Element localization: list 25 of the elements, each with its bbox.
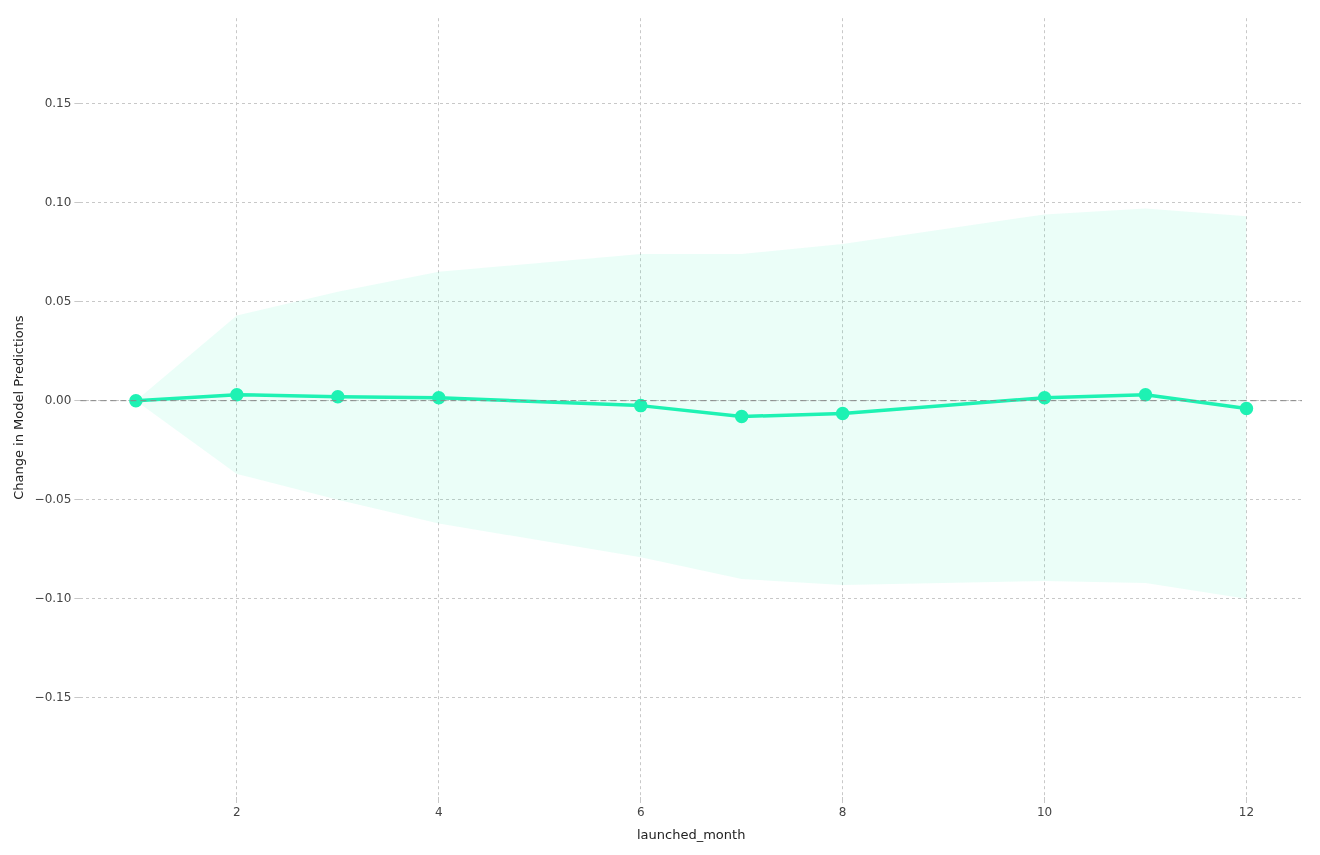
y-tick-label: 0.10: [44, 194, 72, 209]
point: [129, 393, 143, 408]
point: [734, 409, 749, 424]
x-axis-title: launched_month: [636, 826, 746, 842]
point: [633, 398, 648, 413]
x-tick-label: 8: [838, 805, 847, 820]
x-tick-label: 4: [434, 805, 443, 820]
y-tick-label: 0.05: [44, 293, 72, 308]
point: [1037, 390, 1052, 405]
point: [432, 390, 446, 405]
y-tick-label: 0.00: [44, 392, 72, 407]
x-tick-label: 2: [233, 805, 241, 820]
x-tick-label: 6: [636, 805, 645, 820]
x-tick-label: 10: [1036, 805, 1053, 820]
x-tick-label: 12: [1238, 805, 1255, 820]
point: [835, 406, 850, 421]
y-tick-label: −0.05: [34, 491, 72, 506]
point: [1239, 401, 1254, 416]
y-tick-label: 0.15: [44, 95, 72, 110]
point: [331, 389, 345, 404]
point: [230, 387, 244, 402]
y-axis-title: Change in Model Predictions: [11, 315, 27, 500]
y-tick-label: −0.10: [34, 590, 72, 605]
point: [1138, 387, 1153, 402]
y-tick-label: −0.15: [34, 690, 72, 705]
